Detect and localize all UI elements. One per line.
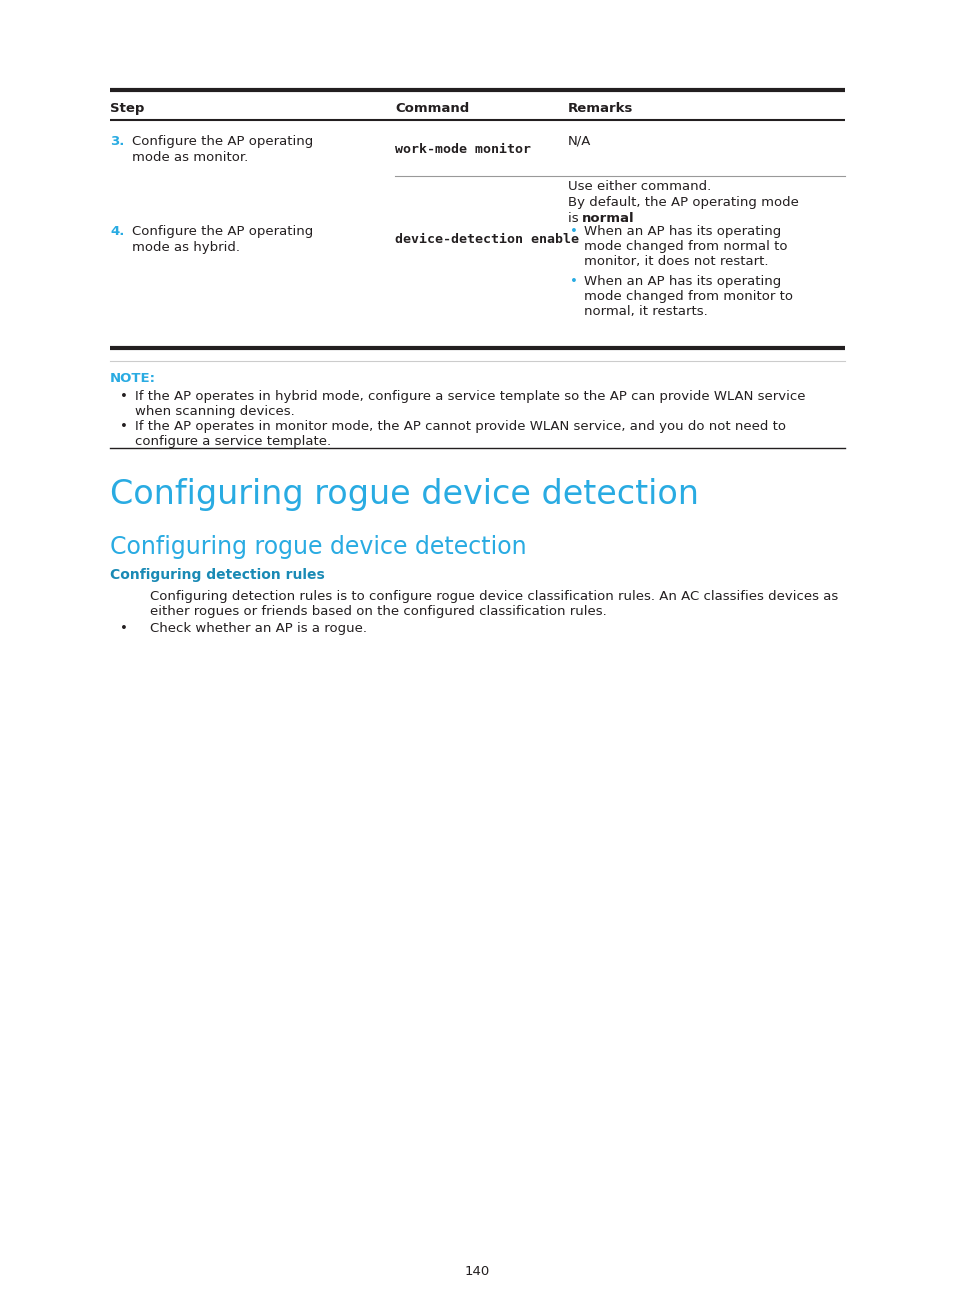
Text: work-mode monitor: work-mode monitor	[395, 143, 531, 156]
Text: monitor, it does not restart.: monitor, it does not restart.	[583, 255, 768, 268]
Text: mode changed from monitor to: mode changed from monitor to	[583, 290, 792, 303]
Text: When an AP has its operating: When an AP has its operating	[583, 275, 781, 288]
Text: •: •	[120, 420, 128, 433]
Text: Configuring rogue device detection: Configuring rogue device detection	[110, 535, 526, 559]
Text: Configuring detection rules is to configure rogue device classification rules. A: Configuring detection rules is to config…	[150, 590, 838, 603]
Text: When an AP has its operating: When an AP has its operating	[583, 226, 781, 238]
Text: 4.: 4.	[110, 226, 124, 238]
Text: Use either command.: Use either command.	[567, 180, 711, 193]
Text: normal, it restarts.: normal, it restarts.	[583, 305, 707, 318]
Text: .: .	[623, 213, 627, 226]
Text: mode changed from normal to: mode changed from normal to	[583, 240, 786, 253]
Text: Remarks: Remarks	[567, 102, 633, 115]
Text: configure a service template.: configure a service template.	[135, 435, 331, 448]
Text: 140: 140	[464, 1265, 489, 1278]
Text: NOTE:: NOTE:	[110, 372, 156, 385]
Text: Check whether an AP is a rogue.: Check whether an AP is a rogue.	[150, 622, 367, 635]
Text: •: •	[120, 390, 128, 403]
Text: Configuring detection rules: Configuring detection rules	[110, 568, 324, 582]
Text: mode as hybrid.: mode as hybrid.	[132, 241, 240, 254]
Text: Configure the AP operating: Configure the AP operating	[132, 135, 313, 148]
Text: Step: Step	[110, 102, 144, 115]
Text: •: •	[569, 275, 578, 288]
Text: •: •	[569, 226, 578, 238]
Text: is: is	[567, 213, 582, 226]
Text: mode as monitor.: mode as monitor.	[132, 152, 248, 165]
Text: when scanning devices.: when scanning devices.	[135, 404, 294, 419]
Text: If the AP operates in hybrid mode, configure a service template so the AP can pr: If the AP operates in hybrid mode, confi…	[135, 390, 804, 403]
Text: device-detection enable: device-detection enable	[395, 233, 578, 246]
Text: N/A: N/A	[567, 135, 591, 148]
Text: •: •	[120, 622, 128, 635]
Text: Command: Command	[395, 102, 469, 115]
Text: normal: normal	[581, 213, 634, 226]
Text: Configure the AP operating: Configure the AP operating	[132, 226, 313, 238]
Text: If the AP operates in monitor mode, the AP cannot provide WLAN service, and you : If the AP operates in monitor mode, the …	[135, 420, 785, 433]
Text: By default, the AP operating mode: By default, the AP operating mode	[567, 196, 798, 209]
Text: Configuring rogue device detection: Configuring rogue device detection	[110, 478, 699, 511]
Text: 3.: 3.	[110, 135, 124, 148]
Text: either rogues or friends based on the configured classification rules.: either rogues or friends based on the co…	[150, 605, 606, 618]
